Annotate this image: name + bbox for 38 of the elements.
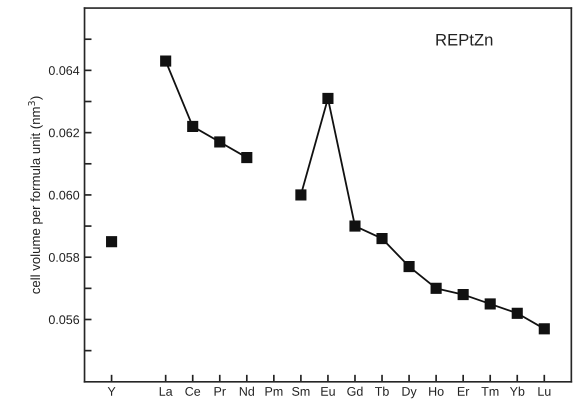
point	[106, 236, 118, 248]
x-tick-label: Lu	[538, 387, 550, 396]
x-tick-label: Ho	[429, 387, 444, 396]
x-tick-label: Gd	[347, 386, 363, 396]
x-tick-label: Dy	[402, 387, 417, 398]
point	[458, 289, 469, 300]
point	[160, 55, 172, 67]
x-tick-label: Pr	[214, 387, 226, 396]
y-tick-label: 0.056	[48, 315, 80, 324]
point	[538, 323, 550, 334]
point	[349, 220, 361, 232]
x-tick-label: Yb	[510, 386, 524, 396]
point	[241, 152, 252, 164]
point	[376, 232, 388, 244]
y-axis-title: cell volume per formula unit (nm$^{3}$)	[28, 96, 43, 294]
x-tick-label: Tm	[481, 387, 498, 396]
y-tick-label: 0.064	[48, 66, 80, 76]
x-tick-label: La	[160, 387, 173, 396]
x-tick-label: Tb	[375, 386, 389, 396]
x-tick-label: Sm	[292, 386, 310, 396]
point	[484, 298, 496, 310]
x-tick-label: Y	[108, 387, 116, 396]
point	[404, 261, 415, 272]
y-tick-label: 0.058	[48, 253, 80, 262]
x-tick-label: Ce	[185, 386, 200, 396]
point	[512, 308, 523, 319]
point	[187, 120, 198, 132]
x-tick-label: Nd	[240, 386, 254, 396]
point	[214, 136, 226, 148]
point	[322, 92, 334, 104]
y-tick-label: 0.062	[48, 128, 80, 138]
point	[430, 282, 442, 294]
point	[295, 189, 306, 200]
x-tick-label: Er	[458, 387, 470, 396]
annotation: REPtZn	[436, 34, 492, 46]
x-tick-label: Eu	[321, 387, 335, 396]
x-tick-label: Pm	[266, 387, 282, 396]
y-tick-label: 0.060	[48, 190, 80, 200]
